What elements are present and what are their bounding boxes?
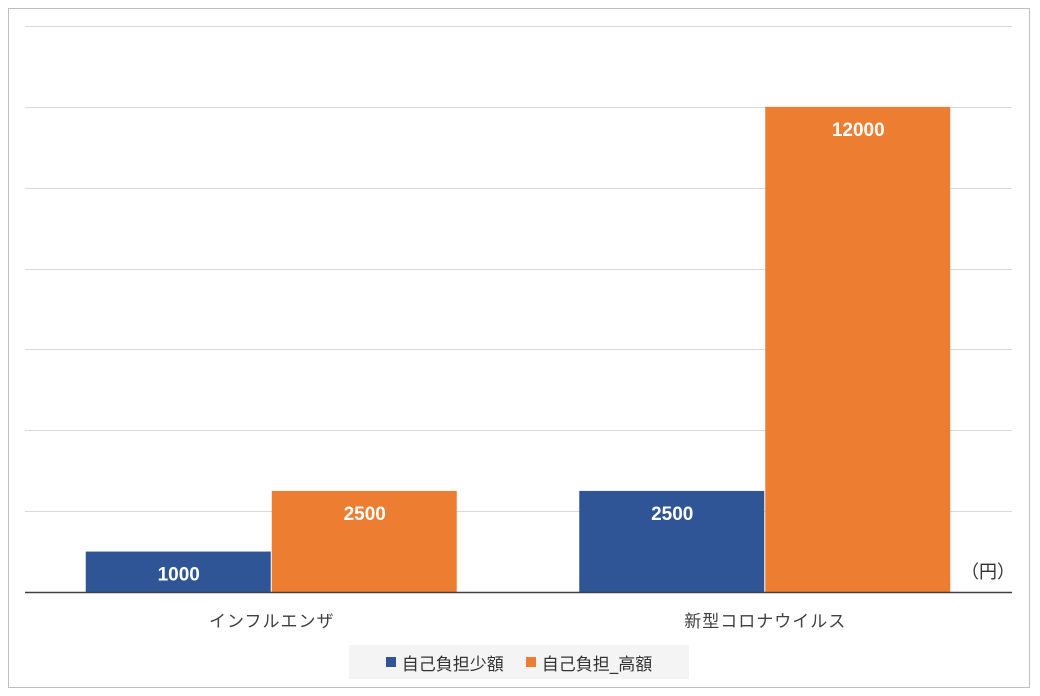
- bar-0-1: [271, 490, 457, 592]
- category-label-0: インフルエンザ: [209, 612, 335, 632]
- bars: [85, 106, 951, 592]
- legend: 自己負担少額 自己負担_高額: [349, 645, 689, 679]
- legend-swatch-series-1: [525, 657, 536, 667]
- bar-1-0: [579, 490, 765, 592]
- bar-value-label-1-1: 12000: [832, 120, 885, 141]
- bar-1-1: [765, 106, 951, 592]
- legend-item-series-0: 自己負担少額: [385, 650, 504, 675]
- bar-value-label-1-0: 2500: [651, 504, 693, 525]
- legend-label-series-1: 自己負担_高額: [541, 654, 653, 675]
- bar-value-labels: 1000 2500 2500 12000: [158, 120, 885, 586]
- legend-swatch-series-0: [385, 657, 396, 667]
- unit-label: （円）: [961, 562, 1015, 583]
- bar-chart: 1000 2500 2500 12000 インフルエンザ 新型コロナウイルス （円）: [25, 26, 1015, 632]
- legend-label-series-0: 自己負担少額: [401, 654, 504, 675]
- bar-value-label-0-1: 2500: [344, 504, 386, 525]
- bar-value-label-0-0: 1000: [158, 565, 200, 586]
- legend-item-series-1: 自己負担_高額: [525, 650, 653, 675]
- bar-0-0: [85, 551, 271, 592]
- category-label-1: 新型コロナウイルス: [684, 612, 846, 632]
- category-labels: インフルエンザ 新型コロナウイルス: [209, 612, 846, 632]
